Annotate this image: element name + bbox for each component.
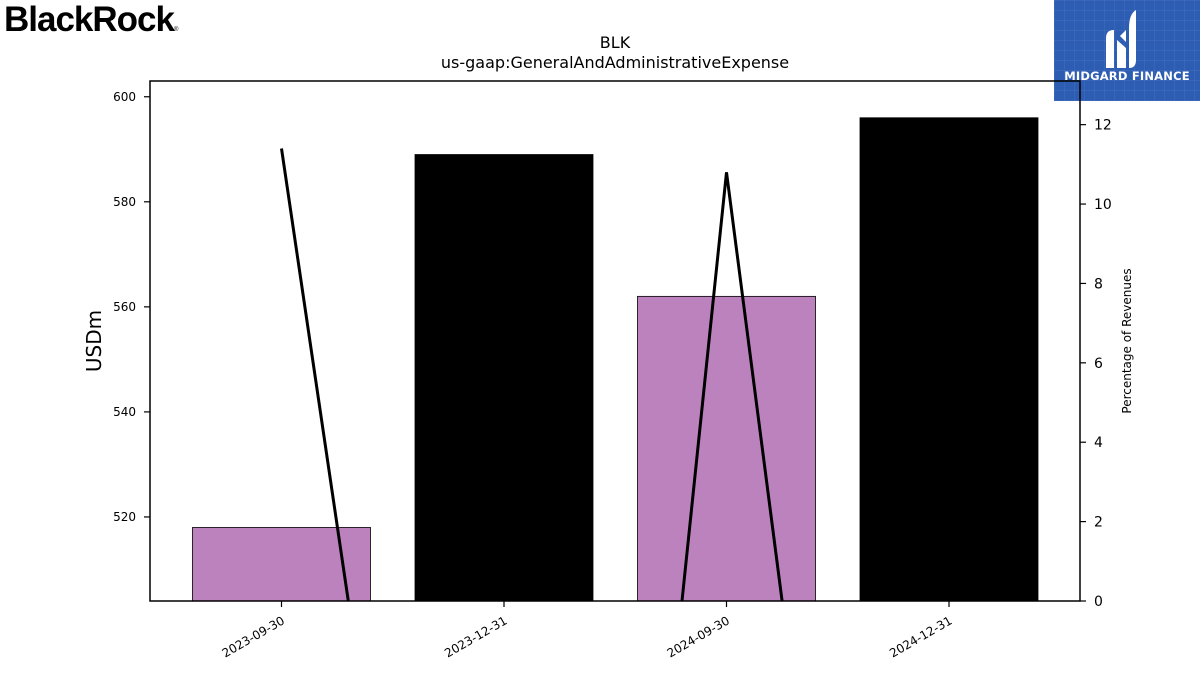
blackrock-logo: BlackRock® [4,0,179,39]
bar-2023-12-31 [414,154,594,602]
bar-2023-09-30 [192,527,371,602]
y2-tick-label: 2 [1094,515,1103,531]
y2-tick-label: 4 [1094,435,1103,451]
midgard-emblem-icon [1106,10,1136,68]
plot-frame [149,80,1081,602]
lines-layer [280,148,784,602]
chart-title: BLK [600,33,631,52]
y2-tick-label: 0 [1094,594,1103,610]
x-tick-label: 2023-09-30 [220,613,287,660]
x-tick-label: 2023-12-31 [442,613,509,660]
y2-tick-label: 8 [1094,276,1103,292]
midgard-finance-wordmark: MIDGARD FINANCE [1064,69,1190,83]
y-tick-label: 580 [113,195,136,209]
x-tick-label: 2024-09-30 [665,613,732,660]
y2-axis-label: Percentage of Revenues [1120,268,1134,413]
y-tick-label: 540 [113,405,136,419]
y-tick-label: 520 [113,510,136,524]
bars-layer [192,117,1039,602]
chart-subtitle: us-gaap:GeneralAndAdministrativeExpense [441,53,789,72]
midgard-finance-logo: MIDGARD FINANCE [1054,0,1200,101]
y-axis-label: USDm [82,310,106,372]
bar-2024-09-30 [637,295,816,602]
y2-tick-label: 12 [1094,118,1112,134]
y-tick-label: 600 [113,90,136,104]
percentage-line-segment-2 [680,172,784,602]
x-tick-label: 2024-12-31 [887,613,954,660]
bar-2024-12-31 [859,117,1039,602]
y-tick-label: 560 [113,300,136,314]
percentage-line-segment-1 [280,148,350,602]
y2-tick-label: 6 [1094,356,1103,372]
y2-tick-label: 10 [1094,197,1112,213]
